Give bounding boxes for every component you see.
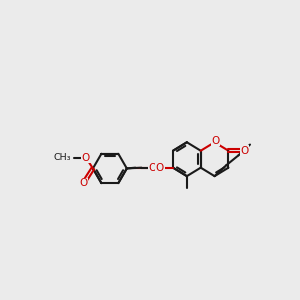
Text: O: O (156, 163, 164, 173)
Text: O: O (148, 163, 156, 173)
Text: O: O (82, 153, 90, 163)
Text: CH₃: CH₃ (53, 153, 70, 162)
Text: O: O (241, 146, 249, 156)
Text: O: O (80, 178, 88, 188)
Text: O: O (211, 136, 220, 146)
